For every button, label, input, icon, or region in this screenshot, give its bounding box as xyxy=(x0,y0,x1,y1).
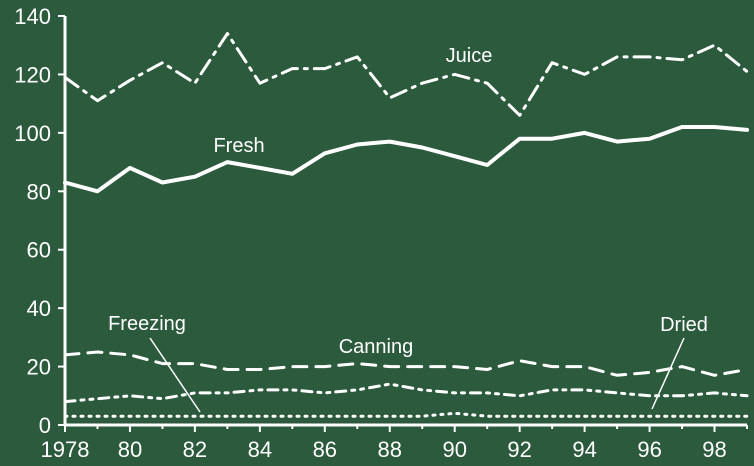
x-tick-label: 92 xyxy=(507,437,531,462)
series-line-juice xyxy=(63,32,749,117)
x-tick-label: 1978 xyxy=(41,437,90,462)
x-tick-label: 84 xyxy=(248,437,272,462)
ticks: 0 20 40 60 80 100 120 140 1978 80 82 84 86 88 90 92 94 96… xyxy=(14,4,748,462)
x-tick-label: 94 xyxy=(572,437,596,462)
axes xyxy=(63,16,747,427)
series-line-dried xyxy=(63,411,749,418)
y-tick-label: 60 xyxy=(27,238,51,263)
x-tick-label: 86 xyxy=(313,437,337,462)
series-lines xyxy=(63,32,749,418)
y-tick-label: 0 xyxy=(39,413,51,438)
series-line-fresh xyxy=(63,125,749,194)
series-label-freezing: Freezing xyxy=(108,313,186,335)
dried-leader-line xyxy=(651,337,685,410)
y-tick-label: 140 xyxy=(14,4,51,29)
series-line-canning xyxy=(63,350,749,377)
x-tick-label: 90 xyxy=(442,437,466,462)
series-label-fresh: Fresh xyxy=(213,135,264,157)
y-tick-label: 20 xyxy=(27,355,51,380)
y-tick-label: 120 xyxy=(14,62,51,87)
x-tick-label: 98 xyxy=(702,437,726,462)
series-label-canning: Canning xyxy=(339,336,414,358)
y-tick-label: 80 xyxy=(27,179,51,204)
series-line-freezing xyxy=(63,382,749,404)
x-tick-label: 80 xyxy=(118,437,142,462)
freezing-leader-line xyxy=(149,337,201,413)
x-tick-label: 96 xyxy=(637,437,661,462)
series-label-juice: Juice xyxy=(446,45,493,67)
y-tick-label: 40 xyxy=(27,296,51,321)
x-tick-label: 88 xyxy=(378,437,402,462)
x-tick-label: 82 xyxy=(183,437,207,462)
y-tick-label: 100 xyxy=(14,121,51,146)
series-label-dried: Dried xyxy=(660,314,708,336)
series-labels: Juice Fresh Canning Freezing Dried xyxy=(108,45,708,413)
